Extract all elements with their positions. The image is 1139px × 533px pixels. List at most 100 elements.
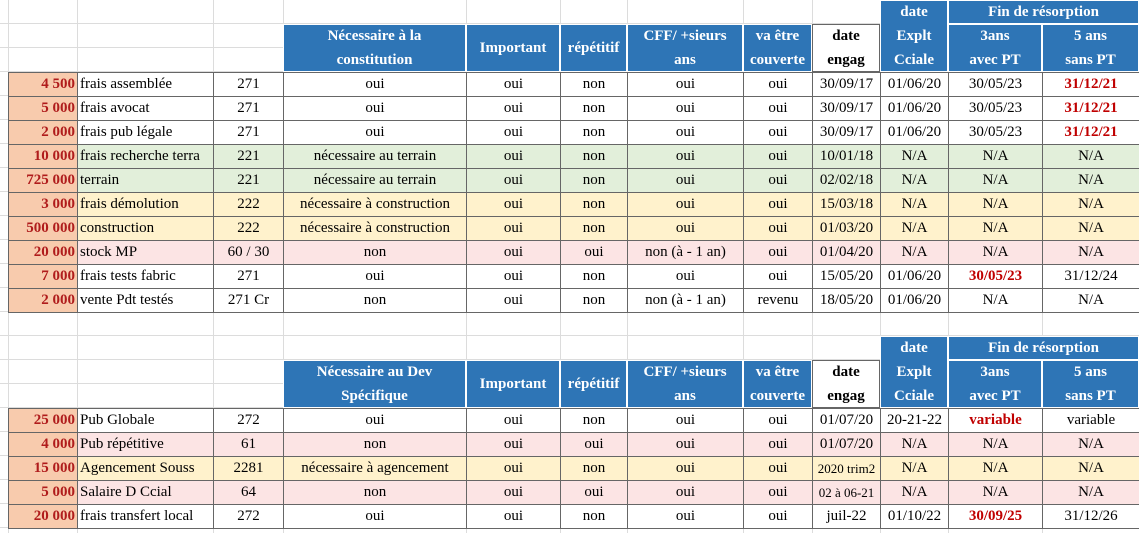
table-cell: N/A: [880, 168, 949, 193]
table-cell: N/A: [948, 216, 1043, 241]
header-text: Nécessaire au Dev: [316, 364, 433, 380]
table-cell: 222: [213, 192, 284, 217]
header-text: sans PT: [1065, 52, 1116, 68]
table-cell: non: [560, 96, 628, 121]
header-cell: va être couverte: [743, 360, 812, 408]
table-cell: non: [560, 456, 628, 481]
table-cell: oui: [466, 120, 561, 145]
header-cell: Nécessaire à la constitution: [283, 24, 466, 72]
amount-cell: 20 000: [8, 504, 78, 529]
table-cell: frais recherche terra: [77, 144, 214, 169]
table-cell: 10/01/18: [812, 144, 881, 169]
table-cell: non: [560, 288, 628, 313]
table-cell: non: [283, 288, 467, 313]
amount-cell: 4 500: [8, 72, 78, 97]
table-cell: non (à - 1 an): [627, 240, 744, 265]
table-cell: non: [560, 264, 628, 289]
table-cell: 221: [213, 144, 284, 169]
header-text: couverte: [750, 52, 805, 68]
header-text: 5 ans: [1074, 364, 1107, 380]
table-cell: oui: [283, 72, 467, 97]
amount-cell: 5 000: [8, 96, 78, 121]
header-text: avec PT: [969, 388, 1021, 404]
table-cell: 2020 trim2: [812, 456, 881, 481]
table-cell: 31/12/21: [1042, 72, 1139, 97]
table-cell: N/A: [948, 480, 1043, 505]
header-cell: 5 ans sans PT: [1042, 360, 1139, 408]
table-cell: nécessaire à agencement: [283, 456, 467, 481]
table-cell: N/A: [1042, 144, 1139, 169]
table-cell: 30/05/23: [948, 72, 1043, 97]
header-text: sans PT: [1065, 388, 1116, 404]
table-cell: oui: [743, 240, 813, 265]
table-cell: N/A: [1042, 456, 1139, 481]
table-cell: oui: [627, 456, 744, 481]
table-cell: frais avocat: [77, 96, 214, 121]
table-cell: frais démolution: [77, 192, 214, 217]
amount-cell: 725 000: [8, 168, 78, 193]
table-cell: non (à - 1 an): [627, 288, 744, 313]
table-cell: construction: [77, 216, 214, 241]
table-cell: oui: [743, 504, 813, 529]
table-cell: nécessaire au terrain: [283, 168, 467, 193]
table-cell: 01/04/20: [812, 240, 881, 265]
header-cell: date Explt Cciale: [880, 336, 948, 408]
table-cell: 01/07/20: [812, 408, 881, 433]
table-cell: juil-22: [812, 504, 881, 529]
table-cell: oui: [466, 144, 561, 169]
header-text: 3ans: [980, 364, 1010, 380]
table-cell: 61: [213, 432, 284, 457]
table-cell: 01/06/20: [880, 72, 949, 97]
table-cell: oui: [560, 240, 628, 265]
amount-cell: 7 000: [8, 264, 78, 289]
table-cell: oui: [466, 408, 561, 433]
table-cell: N/A: [1042, 288, 1139, 313]
table-cell: oui: [743, 480, 813, 505]
header-text: date: [900, 340, 928, 356]
table-cell: oui: [466, 216, 561, 241]
header-text: Fin de résorption: [988, 340, 1099, 356]
table-cell: N/A: [1042, 240, 1139, 265]
table-cell: 64: [213, 480, 284, 505]
table-cell: oui: [627, 264, 744, 289]
table-cell: N/A: [880, 456, 949, 481]
header-text: Cciale: [894, 52, 934, 68]
table-cell: N/A: [948, 144, 1043, 169]
table-cell: 221: [213, 168, 284, 193]
table-cell: N/A: [880, 432, 949, 457]
header-text: 5 ans: [1074, 28, 1107, 44]
table-cell: 31/12/21: [1042, 96, 1139, 121]
table-cell: 01/07/20: [812, 432, 881, 457]
header-text: date: [900, 4, 928, 20]
table-cell: N/A: [880, 480, 949, 505]
table-cell: non: [560, 192, 628, 217]
amount-cell: 500 000: [8, 216, 78, 241]
header-text: Nécessaire à la: [327, 28, 422, 44]
header-text: Explt: [896, 364, 932, 380]
table-cell: oui: [743, 96, 813, 121]
table-cell: N/A: [880, 144, 949, 169]
table-cell: oui: [627, 168, 744, 193]
table-cell: non: [283, 480, 467, 505]
amount-cell: 5 000: [8, 480, 78, 505]
header-cell: va être couverte: [743, 24, 812, 72]
table-cell: 30/05/23: [948, 120, 1043, 145]
table-cell: 60 / 30: [213, 240, 284, 265]
table-cell: 30/05/23: [948, 264, 1043, 289]
table-cell: 30/05/23: [948, 96, 1043, 121]
table-cell: 30/09/25: [948, 504, 1043, 529]
header-cell: 3ans avec PT: [948, 24, 1042, 72]
table-cell: oui: [743, 216, 813, 241]
header-text: CFF/ +sieurs: [643, 28, 727, 44]
table-cell: 02/02/18: [812, 168, 881, 193]
table-cell: N/A: [1042, 432, 1139, 457]
table-cell: nécessaire à construction: [283, 216, 467, 241]
table-cell: oui: [627, 408, 744, 433]
table-cell: N/A: [1042, 480, 1139, 505]
table-cell: 271: [213, 72, 284, 97]
table-cell: oui: [743, 192, 813, 217]
table-cell: oui: [627, 216, 744, 241]
table-cell: oui: [627, 480, 744, 505]
header-cell: CFF/ +sieurs ans: [627, 360, 743, 408]
